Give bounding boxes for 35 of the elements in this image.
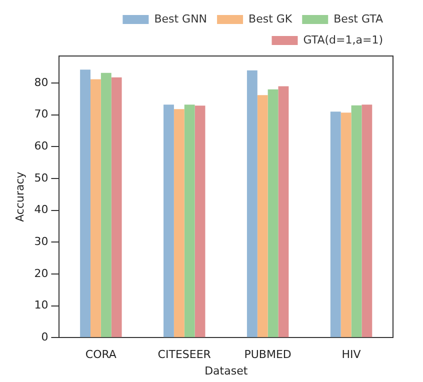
bar xyxy=(268,89,278,338)
y-tick-label: 30 xyxy=(34,235,48,248)
bar xyxy=(194,106,206,338)
x-tick-label: PUBMED xyxy=(244,348,292,362)
y-tick-label: 0 xyxy=(41,330,48,344)
y-tick-label: 70 xyxy=(34,108,48,121)
bar xyxy=(90,79,101,338)
x-tick-label: CITESEER xyxy=(158,348,212,362)
x-axis-title: Dataset xyxy=(204,364,248,378)
bar xyxy=(340,112,352,338)
bar xyxy=(362,104,372,338)
y-tick-label: 60 xyxy=(34,140,48,153)
bar xyxy=(278,86,289,338)
legend-label: GTA(d=1,a=1) xyxy=(303,33,384,46)
legend-label: Best GNN xyxy=(154,12,208,26)
x-tick-label: CORA xyxy=(85,348,117,362)
bar xyxy=(184,104,195,338)
bar xyxy=(351,105,362,338)
legend-label: Best GTA xyxy=(334,12,384,26)
bar xyxy=(174,109,184,338)
bar xyxy=(330,112,341,338)
legend-label: Best GK xyxy=(248,12,293,26)
bar xyxy=(80,70,90,338)
y-tick-label: 40 xyxy=(34,203,48,216)
bar xyxy=(111,77,122,338)
bar xyxy=(246,70,258,338)
y-tick-label: 80 xyxy=(34,76,48,89)
bar xyxy=(100,72,112,338)
bar xyxy=(164,104,174,338)
y-tick-label: 20 xyxy=(34,266,48,280)
y-axis-title: Accuracy xyxy=(13,171,26,222)
y-tick-label: 10 xyxy=(34,298,48,312)
y-tick-label: 50 xyxy=(34,171,48,184)
x-tick-label: HIV xyxy=(342,348,362,362)
bar xyxy=(257,95,268,338)
